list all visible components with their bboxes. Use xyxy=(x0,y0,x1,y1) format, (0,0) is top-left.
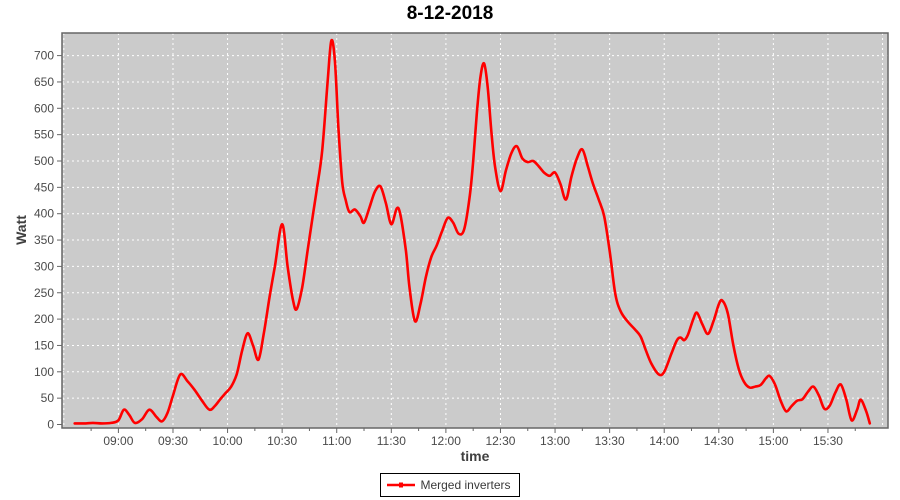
svg-text:400: 400 xyxy=(34,207,54,221)
svg-text:500: 500 xyxy=(34,154,54,168)
svg-text:15:30: 15:30 xyxy=(813,434,843,448)
x-axis-title: time xyxy=(460,448,490,464)
svg-text:10:00: 10:00 xyxy=(213,434,243,448)
svg-text:700: 700 xyxy=(34,49,54,63)
svg-text:09:00: 09:00 xyxy=(103,434,133,448)
svg-text:200: 200 xyxy=(34,312,54,326)
legend: Merged inverters xyxy=(0,473,900,497)
svg-text:300: 300 xyxy=(34,259,54,273)
svg-text:600: 600 xyxy=(34,101,54,115)
svg-text:650: 650 xyxy=(34,75,54,89)
svg-text:13:30: 13:30 xyxy=(595,434,625,448)
svg-text:14:00: 14:00 xyxy=(649,434,679,448)
svg-text:12:00: 12:00 xyxy=(431,434,461,448)
y-axis-title: Watt xyxy=(13,215,29,245)
svg-text:10:30: 10:30 xyxy=(267,434,297,448)
svg-text:450: 450 xyxy=(34,180,54,194)
svg-text:550: 550 xyxy=(34,128,54,142)
legend-label: Merged inverters xyxy=(420,478,511,492)
svg-text:150: 150 xyxy=(34,338,54,352)
svg-text:11:30: 11:30 xyxy=(377,434,406,448)
svg-text:09:30: 09:30 xyxy=(158,434,188,448)
svg-text:15:00: 15:00 xyxy=(758,434,788,448)
legend-box: Merged inverters xyxy=(380,473,520,497)
svg-text:13:00: 13:00 xyxy=(540,434,570,448)
legend-series-line-icon xyxy=(387,482,416,488)
svg-text:350: 350 xyxy=(34,233,54,247)
svg-text:250: 250 xyxy=(34,286,54,300)
svg-text:100: 100 xyxy=(34,365,54,379)
svg-text:11:00: 11:00 xyxy=(322,434,351,448)
svg-text:50: 50 xyxy=(41,391,55,405)
chart-title: 8-12-2018 xyxy=(406,3,494,24)
svg-text:14:30: 14:30 xyxy=(704,434,734,448)
svg-text:12:30: 12:30 xyxy=(485,434,515,448)
svg-text:0: 0 xyxy=(47,418,54,432)
